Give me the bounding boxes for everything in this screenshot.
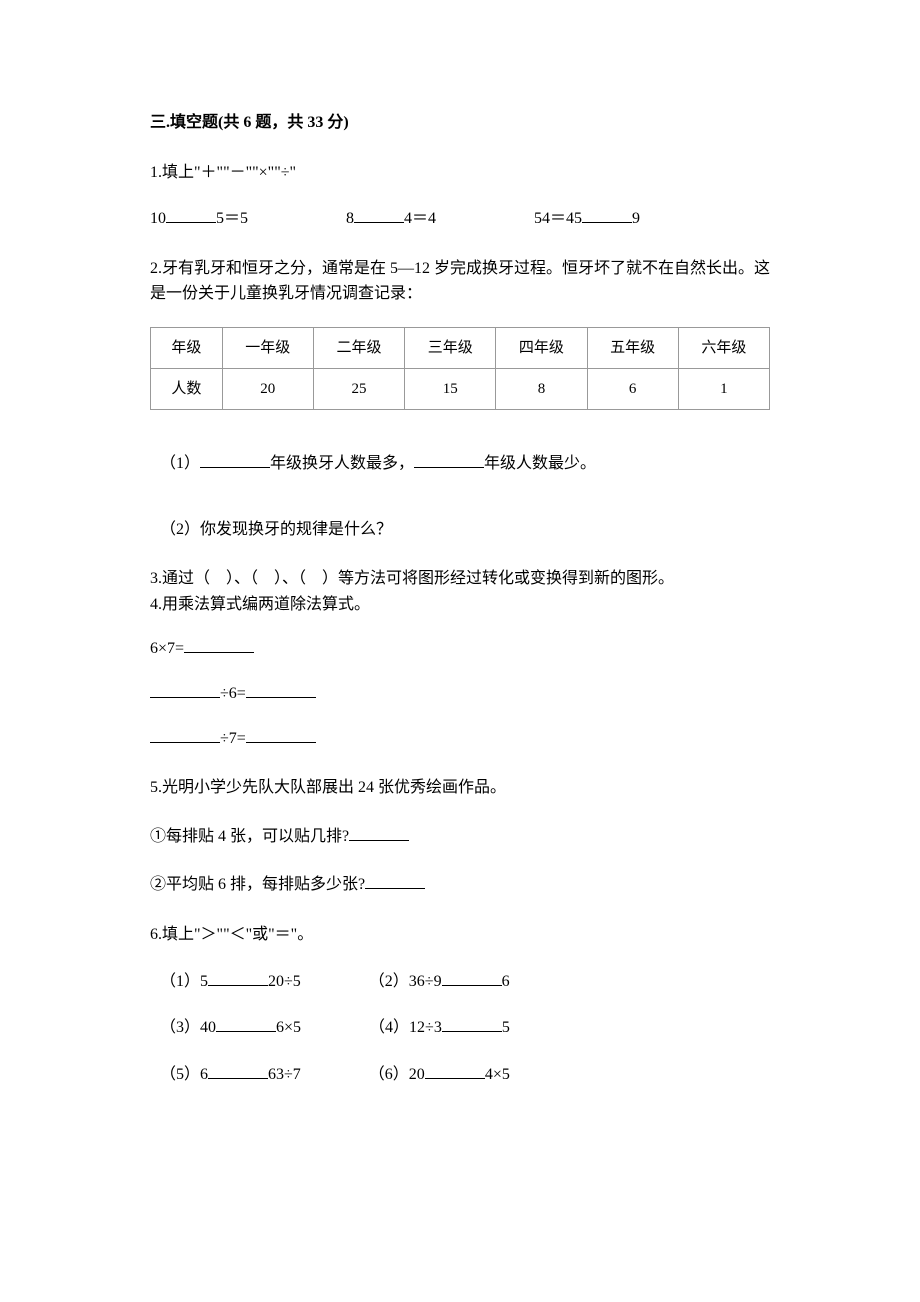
q4-eq1: 6×7= <box>150 640 184 657</box>
q6-prompt: 6.填上"＞""＜"或"＝"。 <box>150 922 770 948</box>
blank-field[interactable] <box>349 823 409 841</box>
q6-5-right: 63÷7 <box>268 1066 301 1083</box>
q6-2-left: （2）36÷9 <box>369 973 442 990</box>
blank-field[interactable] <box>216 1014 276 1032</box>
q2-sub1-c: 年级人数最少。 <box>484 455 596 472</box>
blank-field[interactable] <box>208 1061 268 1079</box>
q6-row3: （5）6 63÷7 （6）20 4×5 <box>160 1061 770 1088</box>
q4-eq3-mid: ÷7= <box>220 730 246 747</box>
q5-sub1-text: ①每排贴 4 张，可以贴几排? <box>150 828 349 845</box>
q4-line2: ÷6= <box>150 680 770 707</box>
question-1: 1.填上"＋""－""×""÷" 10 5＝5 8 4＝4 54＝45 9 <box>150 160 770 232</box>
q2-sub1-a: （1） <box>160 455 200 472</box>
q6-6-left: （6）20 <box>369 1066 425 1083</box>
table-cell: 15 <box>405 368 496 409</box>
table-header: 年级 <box>151 327 223 368</box>
question-3: 3.通过（ ）、（ ）、（ ）等方法可将图形经过转化或变换得到新的图形。 <box>150 566 770 592</box>
table-header: 三年级 <box>405 327 496 368</box>
blank-field[interactable] <box>246 680 316 698</box>
q6-4-right: 5 <box>502 1019 510 1036</box>
blank-field[interactable] <box>414 450 484 468</box>
table-header: 五年级 <box>587 327 678 368</box>
blank-field[interactable] <box>442 1014 502 1032</box>
q5-sub2-text: ②平均贴 6 排，每排贴多少张? <box>150 876 365 893</box>
q6-3-right: 6×5 <box>276 1019 301 1036</box>
blank-field[interactable] <box>184 635 254 653</box>
table-cell: 20 <box>222 368 313 409</box>
blank-field[interactable] <box>166 205 216 223</box>
blank-field[interactable] <box>200 450 270 468</box>
q4-prompt: 4.用乘法算式编两道除法算式。 <box>150 592 770 618</box>
table-row: 年级 一年级 二年级 三年级 四年级 五年级 六年级 <box>151 327 770 368</box>
table-cell: 6 <box>587 368 678 409</box>
blank-field[interactable] <box>208 968 268 986</box>
table-row: 人数 20 25 15 8 6 1 <box>151 368 770 409</box>
q6-row2: （3）40 6×5 （4）12÷3 5 <box>160 1014 770 1041</box>
question-2: 2.牙有乳牙和恒牙之分，通常是在 5—12 岁完成换牙过程。恒牙坏了就不在自然长… <box>150 256 770 542</box>
q5-prompt: 5.光明小学少先队大队部展出 24 张优秀绘画作品。 <box>150 775 770 801</box>
table-cell: 8 <box>496 368 587 409</box>
q1-c-left: 54＝45 <box>534 210 582 227</box>
blank-field[interactable] <box>354 205 404 223</box>
q4-line1: 6×7= <box>150 635 770 662</box>
table-header: 六年级 <box>678 327 769 368</box>
question-5: 5.光明小学少先队大队部展出 24 张优秀绘画作品。 ①每排贴 4 张，可以贴几… <box>150 775 770 898</box>
table-cell: 1 <box>678 368 769 409</box>
blank-field[interactable] <box>150 725 220 743</box>
blank-field[interactable] <box>246 725 316 743</box>
question-6: 6.填上"＞""＜"或"＝"。 （1）5 20÷5 （2）36÷9 6 （3）40 6… <box>150 922 770 1087</box>
blank-field[interactable] <box>425 1061 485 1079</box>
table-header: 二年级 <box>313 327 404 368</box>
q1-a-left: 10 <box>150 210 166 227</box>
q2-sub1-b: 年级换牙人数最多， <box>270 455 414 472</box>
q2-sub2: （2）你发现换牙的规律是什么？ <box>160 517 770 543</box>
q1-b-left: 8 <box>346 210 354 227</box>
q6-1-left: （1）5 <box>160 973 208 990</box>
q6-3-left: （3）40 <box>160 1019 216 1036</box>
q1-b-right: 4＝4 <box>404 210 436 227</box>
q2-table: 年级 一年级 二年级 三年级 四年级 五年级 六年级 人数 20 25 15 8… <box>150 327 770 410</box>
q1-c-right: 9 <box>632 210 640 227</box>
q6-4-left: （4）12÷3 <box>369 1019 442 1036</box>
q4-line3: ÷7= <box>150 725 770 752</box>
q6-5-left: （5）6 <box>160 1066 208 1083</box>
q3-b: ）、（ <box>226 570 258 587</box>
q5-sub1: ①每排贴 4 张，可以贴几排? <box>150 823 770 850</box>
q6-row1: （1）5 20÷5 （2）36÷9 6 <box>160 968 770 995</box>
q3-d: ）等方法可将图形经过转化或变换得到新的图形。 <box>322 570 674 587</box>
table-header: 四年级 <box>496 327 587 368</box>
table-cell: 人数 <box>151 368 223 409</box>
q3-c: ）、（ <box>274 570 306 587</box>
q1-equations: 10 5＝5 8 4＝4 54＝45 9 <box>150 205 770 232</box>
q2-sub1: （1） 年级换牙人数最多， 年级人数最少。 <box>160 450 770 477</box>
section-title: 三.填空题(共 6 题，共 33 分) <box>150 110 770 136</box>
q4-eq2-mid: ÷6= <box>220 685 246 702</box>
blank-field[interactable] <box>150 680 220 698</box>
table-header: 一年级 <box>222 327 313 368</box>
blank-field[interactable] <box>582 205 632 223</box>
q2-prompt: 2.牙有乳牙和恒牙之分，通常是在 5—12 岁完成换牙过程。恒牙坏了就不在自然长… <box>150 256 770 307</box>
table-cell: 25 <box>313 368 404 409</box>
q6-2-right: 6 <box>502 973 510 990</box>
q1-a-right: 5＝5 <box>216 210 248 227</box>
q1-prompt: 1.填上"＋""－""×""÷" <box>150 160 770 186</box>
q5-sub2: ②平均贴 6 排，每排贴多少张? <box>150 871 770 898</box>
q6-1-right: 20÷5 <box>268 973 301 990</box>
blank-field[interactable] <box>365 871 425 889</box>
q3-a: 3.通过（ <box>150 570 210 587</box>
q6-6-right: 4×5 <box>485 1066 510 1083</box>
blank-field[interactable] <box>442 968 502 986</box>
question-4: 4.用乘法算式编两道除法算式。 6×7= ÷6= ÷7= <box>150 592 770 751</box>
